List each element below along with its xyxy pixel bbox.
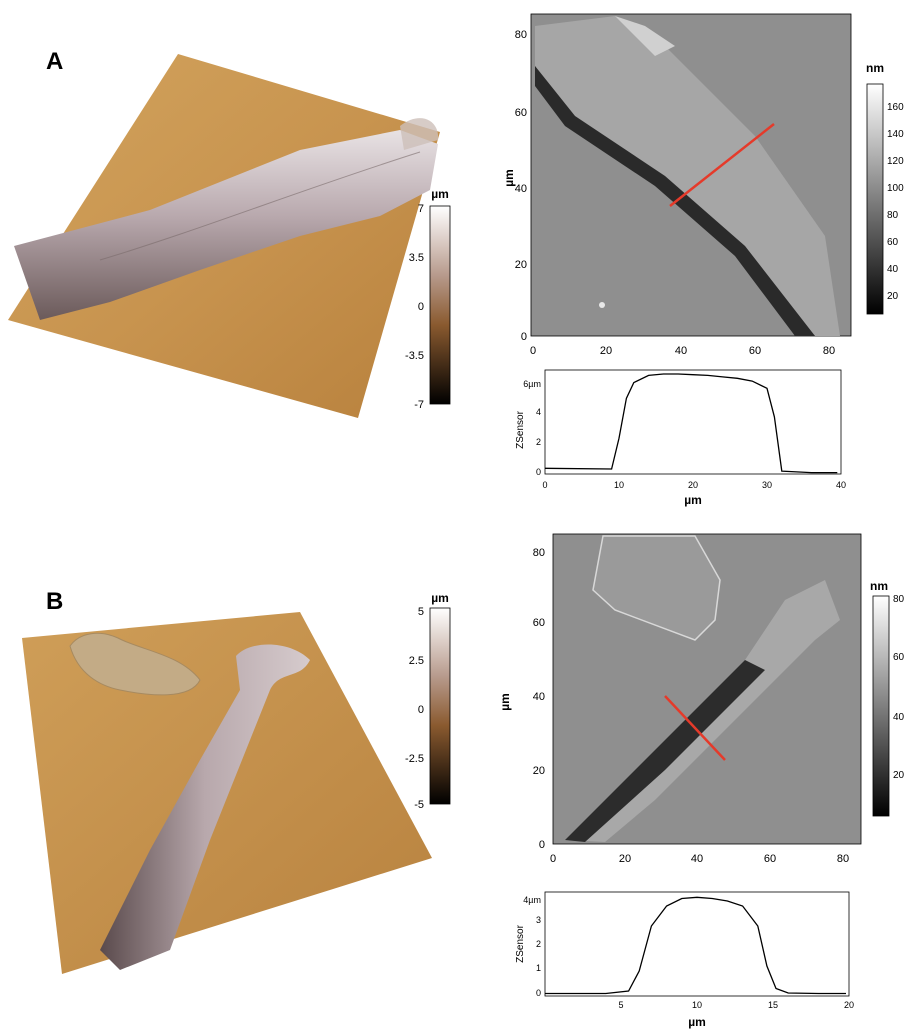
y-tick-top: 4µm: [523, 895, 541, 905]
colorbar-unit: µm: [431, 591, 449, 605]
x-tick: 0: [542, 480, 547, 490]
cell-body-a: [14, 130, 438, 320]
cell-body-b: [100, 644, 310, 970]
colorbar-unit: µm: [431, 187, 449, 201]
x-tick: 40: [691, 853, 703, 865]
colorbar-tick: -3.5: [405, 350, 424, 362]
x-tick: 40: [675, 345, 687, 357]
x-tick: 5: [618, 1000, 623, 1010]
y-tick: 0: [536, 467, 541, 477]
y-tick: 80: [515, 29, 527, 41]
x-tick: 60: [764, 853, 776, 865]
colorbar-tick: 3.5: [409, 252, 424, 264]
x-tick: 10: [614, 480, 624, 490]
colorbar-tick: 160: [887, 102, 904, 113]
x-tick: 0: [530, 345, 536, 357]
colorbar-tick: 80: [893, 594, 905, 605]
x-tick: 15: [768, 1000, 778, 1010]
x-axis-label: µm: [684, 493, 702, 507]
y-tick: 40: [533, 691, 545, 703]
x-tick: 80: [823, 345, 835, 357]
panel-label-a: A: [46, 48, 64, 75]
colorbar-tick: 120: [887, 156, 904, 167]
panel-label-b: B: [46, 588, 64, 615]
y-tick: 20: [533, 765, 545, 777]
x-axis-label: µm: [688, 1015, 706, 1029]
y-ticks: 0 20 40 60 80: [533, 547, 545, 851]
colorbar-unit: nm: [870, 579, 888, 593]
y-axis-label: µm: [502, 169, 516, 187]
colorbar-tick: 0: [418, 301, 424, 313]
height-profile-a: ZSensor 6µm 0 2 4 0 10 20 30 40 µm: [515, 369, 846, 507]
height-colorbar-b: µm 5 2.5 0 -2.5 -5: [405, 591, 451, 811]
y-tick: 0: [521, 331, 527, 343]
colorbar-tick: 40: [893, 712, 905, 723]
y-tick: 0: [539, 839, 545, 851]
x-tick: 20: [600, 345, 612, 357]
y-axis-label: µm: [498, 693, 512, 711]
colorbar-tick: 20: [893, 770, 905, 781]
profile-series-line: [545, 896, 846, 995]
y-axis-label: ZSensor: [515, 410, 526, 448]
x-tick: 80: [837, 853, 849, 865]
cell-flat-b: [69, 632, 201, 696]
y-tick: 20: [515, 259, 527, 271]
colorbar-unit: nm: [866, 61, 884, 75]
y-tick: 1: [536, 963, 541, 973]
colorbar-tick: 20: [887, 291, 899, 302]
colorbar-tick: 100: [887, 183, 904, 194]
afm-image-a: µm 0 20 40 60 80 0 20 40 60 80 nm 160 14…: [502, 13, 904, 357]
x-ticks: 0 20 40 60 80: [550, 853, 849, 865]
y-tick: 2: [536, 437, 541, 447]
afm-3d-render-b: [22, 612, 432, 974]
profile-line-a: [669, 123, 775, 207]
y-tick: 4: [536, 407, 541, 417]
afm-3d-render-a: [8, 54, 440, 418]
x-tick: 30: [762, 480, 772, 490]
x-tick: 20: [844, 1000, 854, 1010]
colorbar-tick: 2.5: [409, 655, 424, 667]
y-tick: 60: [533, 617, 545, 629]
height-profile-b: ZSensor 4µm 0 1 2 3 5 10 15 20 µm: [515, 891, 854, 1029]
colorbar-tick: 60: [887, 237, 899, 248]
x-tick: 0: [550, 853, 556, 865]
y-tick-top: 6µm: [523, 379, 541, 389]
colorbar-tick: -7: [414, 399, 424, 411]
colorbar-tick: 40: [887, 264, 899, 275]
y-tick: 2: [536, 939, 541, 949]
height-colorbar-a: µm 7 3.5 0 -3.5 -7: [405, 187, 451, 411]
y-tick: 80: [533, 547, 545, 559]
colorbar-tick: 7: [418, 203, 424, 215]
x-tick: 10: [692, 1000, 702, 1010]
colorbar-tick: 5: [418, 606, 424, 618]
x-tick: 20: [688, 480, 698, 490]
x-ticks: 0 20 40 60 80: [530, 345, 835, 357]
x-tick: 60: [749, 345, 761, 357]
y-tick: 3: [536, 915, 541, 925]
y-tick: 60: [515, 107, 527, 119]
x-tick: 20: [619, 853, 631, 865]
y-tick: 0: [536, 988, 541, 998]
y-axis-label: ZSensor: [515, 924, 526, 962]
x-tick: 40: [836, 480, 846, 490]
colorbar-tick: 0: [418, 704, 424, 716]
profile-series-line: [544, 373, 838, 474]
colorbar-tick: -2.5: [405, 753, 424, 765]
y-tick: 40: [515, 183, 527, 195]
colorbar-tick: 80: [887, 210, 899, 221]
colorbar-tick: 60: [893, 652, 905, 663]
profile-line-b: [664, 695, 726, 761]
colorbar-tick: -5: [414, 799, 424, 811]
y-ticks: 0 20 40 60 80: [515, 29, 527, 343]
afm-image-b: µm 0 20 40 60 80 0 20 40 60 80 nm 80 60 …: [498, 533, 905, 865]
colorbar-tick: 140: [887, 129, 904, 140]
